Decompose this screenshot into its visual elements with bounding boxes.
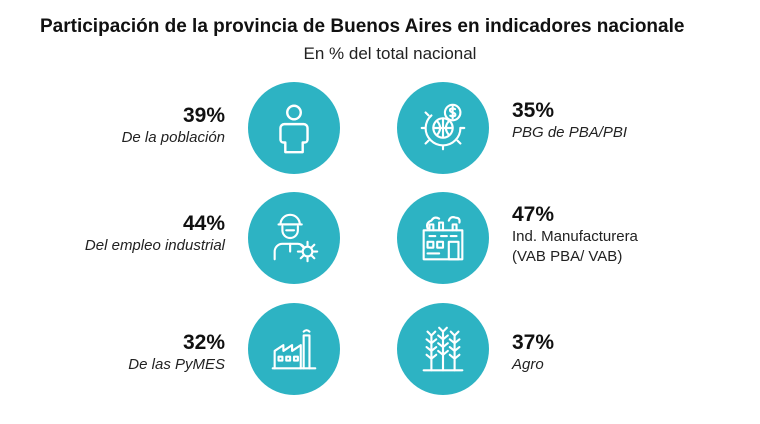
stat-pymes: 32% De las PyMES [5,331,225,375]
factory-icon [271,329,317,370]
globe-money-gear-icon-circle [397,82,489,174]
stat-ind-manufacturera: 47% Ind. Manufacturera (VAB PBA/ VAB) [512,203,732,267]
stat-label-line1: Ind. Manufacturera [512,228,638,245]
globe-money-gear-icon [420,103,466,151]
industry-building-icon [422,216,464,261]
stat-percent: 44% [182,212,225,235]
stat-label: De la población [121,129,225,146]
wheat-icon [422,326,464,372]
person-icon [279,104,309,154]
stat-label-line2: (VAB PBA/ VAB) [512,248,623,265]
stat-percent: 32% [182,331,225,354]
worker-gear-icon-circle [248,192,340,284]
stat-agro: 37% Agro [512,331,732,375]
stat-percent: 37% [512,331,555,354]
worker-gear-icon [273,213,319,263]
stat-label: De las PyMES [128,356,225,373]
page-subtitle: En % del total nacional [303,44,477,63]
stat-label: Del empleo industrial [84,237,225,254]
factory-icon-circle [248,303,340,395]
person-icon-circle [248,82,340,174]
stat-percent: 47% [512,203,555,226]
stat-label: Agro [512,356,544,373]
stat-percent: 39% [182,104,225,127]
stat-label: PBG de PBA/PBI [512,124,628,141]
stat-empleo-industrial: 44% Del empleo industrial [5,212,225,256]
page-title: Participación de la provincia de Buenos … [40,16,685,37]
industry-building-icon-circle [397,192,489,284]
stat-percent: 35% [512,99,555,122]
wheat-icon-circle [397,303,489,395]
stat-poblacion: 39% De la población [5,104,225,148]
stat-pbg: 35% PBG de PBA/PBI [512,99,732,143]
